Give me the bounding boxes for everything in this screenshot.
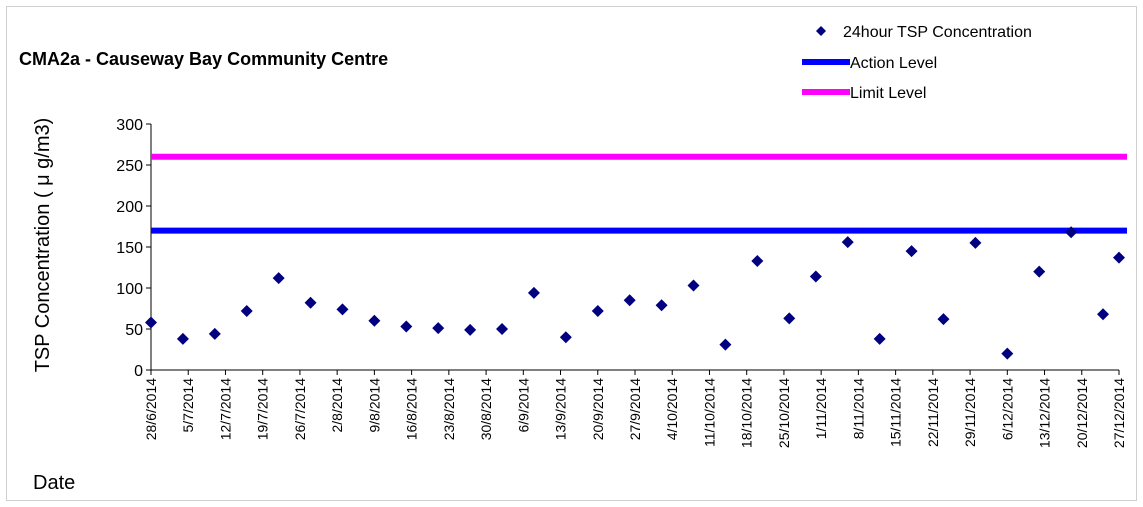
- legend-item-limit: Limit Level: [802, 85, 926, 102]
- x-tick-label: 13/12/2014: [1037, 378, 1053, 448]
- data-point: [336, 303, 349, 316]
- y-tick-label: 150: [116, 240, 143, 257]
- data-point: [496, 323, 509, 335]
- data-point: [719, 338, 732, 351]
- data-point: [1097, 308, 1110, 321]
- legend: 24hour TSP Concentration Action Level Li…: [802, 24, 1032, 102]
- legend-label-tsp: 24hour TSP Concentration: [843, 24, 1032, 41]
- data-point: [1033, 265, 1046, 278]
- y-tick-label: 250: [116, 158, 143, 175]
- data-point: [304, 296, 317, 309]
- data-point: [145, 316, 157, 329]
- plot-area: 0 50 100 150 200 250 300 28/6/2014 5/7/2014 12/7/…: [116, 117, 1127, 448]
- data-point: [208, 327, 221, 340]
- data-point: [905, 245, 918, 258]
- x-tick-label: 28/6/2014: [143, 378, 159, 440]
- x-tick-label: 18/10/2014: [739, 378, 755, 448]
- x-tick-label: 15/11/2014: [888, 378, 904, 447]
- x-tick-label: 12/7/2014: [217, 378, 233, 440]
- x-tick-label: 25/10/2014: [776, 378, 792, 448]
- x-tick-label: 26/7/2014: [292, 378, 308, 440]
- x-tick-label: 6/9/2014: [515, 378, 531, 433]
- x-tick-label: 22/11/2014: [925, 378, 941, 447]
- legend-item-action: Action Level: [802, 55, 937, 72]
- tsp-chart: CMA2a - Causeway Bay Community Centre TS…: [19, 24, 1127, 494]
- x-tick-label: 20/9/2014: [590, 378, 606, 440]
- data-point: [368, 314, 381, 327]
- data-point: [687, 279, 700, 292]
- x-tick-label: 23/8/2014: [441, 378, 457, 440]
- x-tick-label: 27/12/2014: [1111, 378, 1127, 448]
- data-point: [400, 320, 413, 333]
- data-point: [937, 313, 950, 326]
- x-tick-label: 13/9/2014: [553, 378, 569, 440]
- data-point: [1113, 251, 1125, 264]
- legend-marker-diamond: [816, 26, 826, 36]
- x-tick-label: 4/10/2014: [664, 378, 680, 440]
- data-point: [432, 322, 445, 335]
- y-tick-label: 100: [116, 281, 143, 298]
- data-point: [1065, 226, 1078, 239]
- x-tick-label: 8/11/2014: [850, 378, 866, 439]
- x-tick-label: 1/11/2014: [813, 378, 829, 439]
- data-point: [464, 323, 477, 336]
- y-tick-label: 50: [125, 322, 143, 339]
- data-point: [240, 304, 253, 317]
- data-point: [841, 236, 854, 249]
- data-point: [591, 304, 604, 317]
- data-point: [272, 272, 285, 285]
- x-axis-label: Date: [33, 472, 75, 494]
- data-point: [559, 331, 572, 344]
- data-point: [809, 270, 822, 283]
- x-tick-label: 29/11/2014: [962, 378, 978, 447]
- data-point: [176, 332, 189, 345]
- x-tick-label: 16/8/2014: [404, 378, 420, 440]
- x-tick-label: 9/8/2014: [366, 378, 382, 433]
- y-tick-label: 300: [116, 117, 143, 134]
- legend-item-tsp: 24hour TSP Concentration: [816, 24, 1032, 41]
- legend-label-action: Action Level: [850, 55, 937, 72]
- x-tick-label: 27/9/2014: [627, 378, 643, 440]
- chart-frame: CMA2a - Causeway Bay Community Centre TS…: [6, 6, 1137, 501]
- x-tick-label: 11/10/2014: [701, 378, 717, 447]
- data-point: [751, 254, 764, 267]
- y-tick-label: 200: [116, 199, 143, 216]
- x-tick-label: 2/8/2014: [329, 378, 345, 433]
- data-point: [783, 312, 796, 325]
- data-point: [623, 294, 636, 307]
- x-tick-label: 6/12/2014: [999, 378, 1015, 440]
- chart-title: CMA2a - Causeway Bay Community Centre: [19, 49, 388, 69]
- x-tick-label: 30/8/2014: [478, 378, 494, 440]
- data-point: [873, 332, 886, 345]
- y-axis-label: TSP Concentration ( μ g/m3): [32, 118, 54, 373]
- y-tick-label: 0: [134, 363, 143, 380]
- data-point: [527, 286, 540, 299]
- x-tick-label: 20/12/2014: [1074, 378, 1090, 448]
- x-tick-label: 19/7/2014: [255, 378, 271, 440]
- data-point: [1001, 347, 1014, 360]
- data-point: [969, 236, 982, 249]
- x-tick-label: 5/7/2014: [180, 378, 196, 433]
- legend-label-limit: Limit Level: [850, 85, 926, 102]
- data-point: [655, 299, 668, 312]
